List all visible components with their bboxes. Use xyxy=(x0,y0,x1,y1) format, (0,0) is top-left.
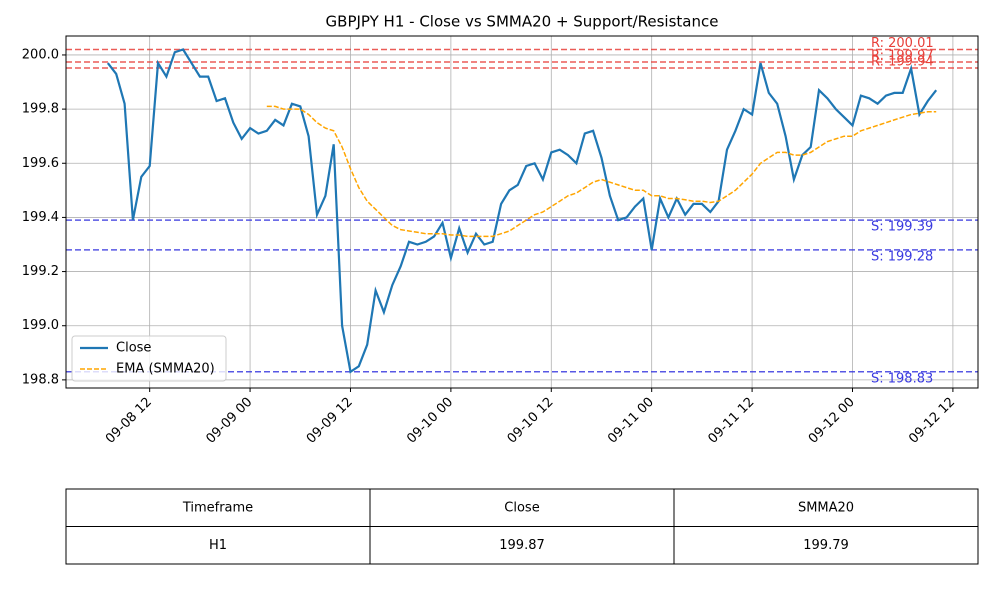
table-cell xyxy=(65,488,371,527)
y-tick-label: 199.6 xyxy=(22,156,59,171)
x-tick-label: 09-12 00 xyxy=(806,395,858,447)
table-value: 199.79 xyxy=(803,538,849,553)
table-cell xyxy=(369,526,675,565)
table-header: SMMA20 xyxy=(798,500,854,515)
x-tick-label: 09-12 12 xyxy=(906,395,958,447)
table-cell xyxy=(65,526,371,565)
y-tick-label: 199.4 xyxy=(22,210,59,225)
legend-label: EMA (SMMA20) xyxy=(116,362,215,377)
series-line xyxy=(266,105,937,238)
legend-label: Close xyxy=(116,341,151,356)
x-tick-label: 09-10 00 xyxy=(404,395,456,447)
plot-frame xyxy=(65,35,979,389)
x-tick-label: 09-11 00 xyxy=(605,395,657,447)
y-tick-label: 200.0 xyxy=(22,47,59,62)
table-header: Close xyxy=(504,500,539,515)
y-tick-label: 199.2 xyxy=(22,264,59,279)
x-tick-label: 09-10 12 xyxy=(505,395,557,447)
y-tick-label: 199.0 xyxy=(22,318,59,333)
series-line xyxy=(106,48,938,374)
resistance-label: R: 200.01 xyxy=(871,36,934,51)
x-tick-label: 09-09 12 xyxy=(304,395,356,447)
support-label: S: 199.28 xyxy=(871,249,933,264)
chart-title: GBPJPY H1 - Close vs SMMA20 + Support/Re… xyxy=(326,13,719,31)
table-header: Timeframe xyxy=(182,500,253,515)
table-cell xyxy=(369,488,675,527)
table-value: H1 xyxy=(209,538,227,553)
y-tick-label: 198.8 xyxy=(22,372,59,387)
x-tick-label: 09-11 12 xyxy=(705,395,757,447)
table-value: 199.87 xyxy=(499,538,545,553)
x-tick-label: 09-09 00 xyxy=(203,395,255,447)
support-label: S: 199.39 xyxy=(871,220,933,235)
table-cell xyxy=(673,526,979,565)
resistance-label: R: 199.94 xyxy=(871,54,934,69)
legend-box xyxy=(71,335,227,382)
table-cell xyxy=(673,488,979,527)
y-tick-label: 199.8 xyxy=(22,102,59,117)
x-tick-label: 09-08 12 xyxy=(103,395,155,447)
support-label: S: 198.83 xyxy=(871,371,933,386)
resistance-label: R: 199.97 xyxy=(871,48,934,63)
